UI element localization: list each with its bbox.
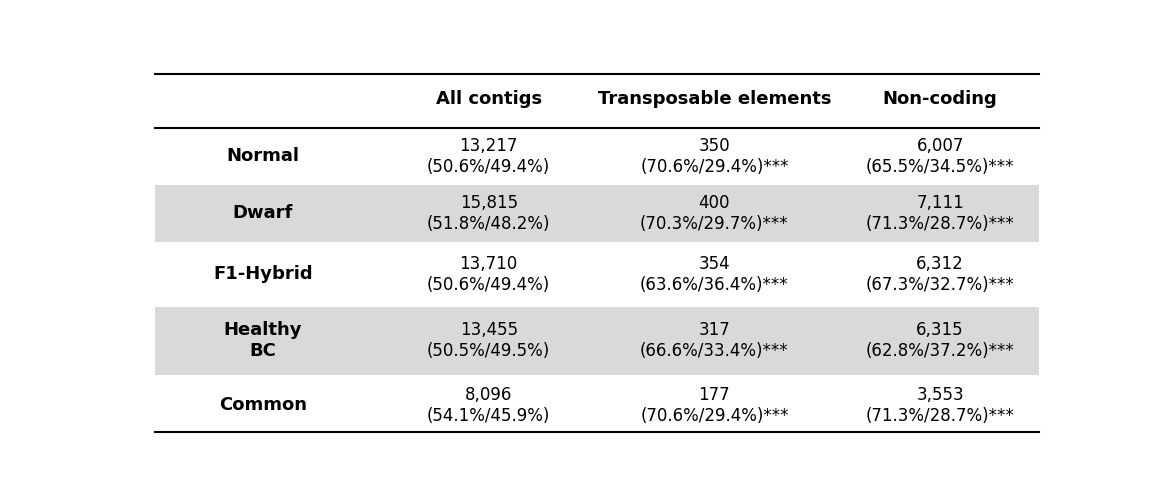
Text: 8,096
(54.1%/45.9%): 8,096 (54.1%/45.9%) xyxy=(428,386,550,425)
Text: F1-Hybrid: F1-Hybrid xyxy=(213,265,313,283)
FancyBboxPatch shape xyxy=(155,185,1039,242)
Text: Common: Common xyxy=(219,396,308,414)
Text: 15,815
(51.8%/48.2%): 15,815 (51.8%/48.2%) xyxy=(426,194,551,233)
Text: 6,315
(62.8%/37.2%)***: 6,315 (62.8%/37.2%)*** xyxy=(866,322,1015,360)
Text: Transposable elements: Transposable elements xyxy=(598,90,831,108)
Text: 6,007
(65.5%/34.5%)***: 6,007 (65.5%/34.5%)*** xyxy=(866,137,1015,176)
Text: Dwarf: Dwarf xyxy=(233,205,294,222)
Text: All contigs: All contigs xyxy=(436,90,542,108)
Text: 317
(66.6%/33.4%)***: 317 (66.6%/33.4%)*** xyxy=(640,322,789,360)
Text: 177
(70.6%/29.4%)***: 177 (70.6%/29.4%)*** xyxy=(641,386,789,425)
Text: 7,111
(71.3%/28.7%)***: 7,111 (71.3%/28.7%)*** xyxy=(866,194,1015,233)
Text: 13,455
(50.5%/49.5%): 13,455 (50.5%/49.5%) xyxy=(428,322,550,360)
Text: 6,312
(67.3%/32.7%)***: 6,312 (67.3%/32.7%)*** xyxy=(866,255,1015,293)
Text: 3,553
(71.3%/28.7%)***: 3,553 (71.3%/28.7%)*** xyxy=(866,386,1015,425)
Text: 354
(63.6%/36.4%)***: 354 (63.6%/36.4%)*** xyxy=(640,255,789,293)
Text: 13,217
(50.6%/49.4%): 13,217 (50.6%/49.4%) xyxy=(428,137,550,176)
Text: Non-coding: Non-coding xyxy=(883,90,997,108)
Text: 350
(70.6%/29.4%)***: 350 (70.6%/29.4%)*** xyxy=(641,137,789,176)
Text: Healthy
BC: Healthy BC xyxy=(224,322,302,360)
Text: 13,710
(50.6%/49.4%): 13,710 (50.6%/49.4%) xyxy=(428,255,550,293)
Text: 400
(70.3%/29.7%)***: 400 (70.3%/29.7%)*** xyxy=(640,194,789,233)
FancyBboxPatch shape xyxy=(155,306,1039,375)
Text: Normal: Normal xyxy=(226,147,299,165)
